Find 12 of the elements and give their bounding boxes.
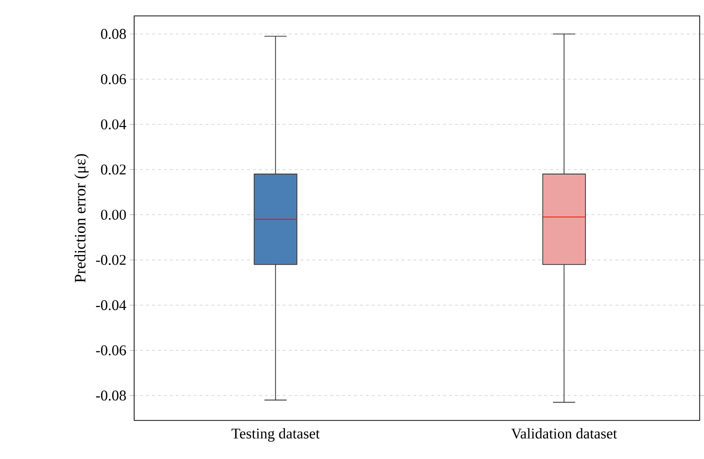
y-tick-label: -0.06 bbox=[96, 345, 126, 356]
y-axis-title: Prediction error (με) bbox=[74, 154, 89, 282]
y-tick-label: 0.08 bbox=[101, 28, 126, 39]
y-tick-label: 0.06 bbox=[101, 74, 126, 84]
y-tick-label: 0.02 bbox=[101, 164, 126, 175]
y-tick-label: 0.00 bbox=[101, 210, 126, 220]
y-tick-label: 0.04 bbox=[101, 119, 126, 130]
x-tick-label: Validation dataset bbox=[511, 428, 617, 439]
y-tick-label: -0.04 bbox=[96, 300, 126, 310]
x-tick-label: Testing dataset bbox=[232, 428, 320, 442]
y-tick-label: -0.02 bbox=[96, 254, 126, 265]
y-tick-label: -0.08 bbox=[96, 390, 126, 401]
